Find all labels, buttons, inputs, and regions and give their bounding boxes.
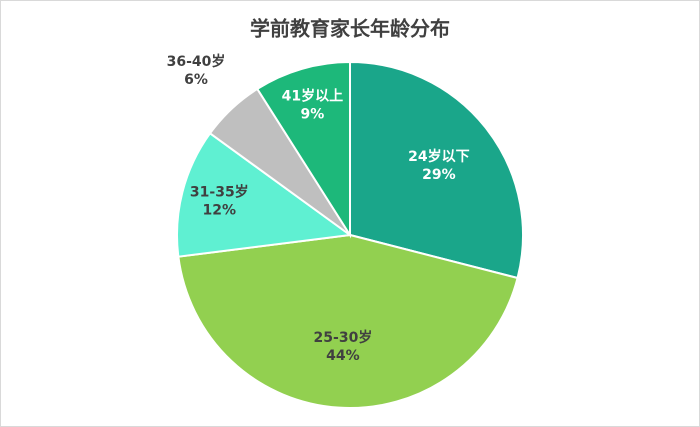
pie-slice	[349, 60, 524, 280]
value-label: 29%	[422, 167, 456, 183]
value-label: 12%	[203, 202, 237, 218]
value-label: 44%	[326, 348, 360, 364]
pie-slice	[177, 233, 519, 410]
slice-label: 24岁以下	[408, 148, 469, 165]
slice-label: 25-30岁	[314, 329, 373, 346]
slice-label: 41岁以上	[282, 87, 343, 104]
chart-title: 学前教育家长年龄分布	[250, 17, 450, 41]
pie-slice	[255, 60, 351, 239]
slice-label: 36-40岁	[167, 53, 226, 70]
value-label: 9%	[300, 106, 324, 122]
value-label: 6%	[184, 72, 208, 88]
slice-label: 31-35岁	[190, 183, 249, 200]
pie-slice	[176, 131, 353, 258]
